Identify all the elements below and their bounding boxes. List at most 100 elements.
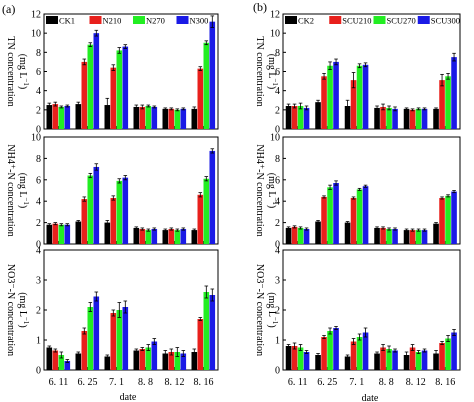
bar <box>64 224 71 244</box>
bar <box>392 350 398 370</box>
bar <box>433 108 439 129</box>
legend-swatch <box>373 16 386 24</box>
bar <box>87 307 94 370</box>
bar <box>151 229 158 244</box>
bar <box>93 166 100 244</box>
bar <box>116 310 123 370</box>
bar <box>297 227 304 244</box>
legend-swatch <box>417 16 430 24</box>
legend-swatch <box>285 16 297 24</box>
legend-swatch <box>46 16 58 24</box>
bar <box>197 68 204 129</box>
bar <box>285 106 292 129</box>
plot-frame <box>43 136 219 245</box>
bar <box>439 197 445 244</box>
subplot-a-NO3--N: 0 1 2 3 4 NO3⁻-N concentration (mg L−1) <box>5 246 219 377</box>
x-tick-label: 7. 1 <box>109 377 124 388</box>
bar <box>344 356 351 370</box>
legend-label: N210 <box>103 16 122 26</box>
bar <box>64 106 71 129</box>
bar <box>350 197 357 244</box>
bar <box>52 104 59 129</box>
y-tick-label: 10 <box>31 133 41 144</box>
bar <box>445 195 451 244</box>
y-tick-label: 0 <box>36 366 41 377</box>
legend-label: SCU270 <box>387 16 416 26</box>
bar <box>433 353 439 370</box>
bar <box>145 106 152 129</box>
bar <box>421 108 428 129</box>
bar <box>139 349 146 370</box>
bar <box>380 347 386 370</box>
bar <box>110 197 117 244</box>
legend-swatch <box>133 16 145 24</box>
y-axis-label: NH4⁺-N concentration <box>5 144 16 236</box>
bar <box>303 229 310 244</box>
bar <box>162 108 169 129</box>
bar <box>133 227 140 244</box>
y-tick-label: 2 <box>36 218 41 229</box>
x-tick-label: 6. 11 <box>288 377 308 388</box>
bar <box>297 106 304 129</box>
bar <box>356 189 363 244</box>
bar <box>46 105 53 129</box>
bar <box>46 347 53 370</box>
bar <box>116 50 123 129</box>
y-tick-label: 8 <box>36 48 41 59</box>
bar <box>122 177 129 244</box>
bar <box>327 187 333 244</box>
bar <box>191 108 198 129</box>
bar <box>122 307 129 370</box>
bar <box>110 313 117 370</box>
bar <box>168 352 175 370</box>
bar <box>315 221 321 244</box>
bar <box>145 347 152 370</box>
bar <box>191 230 198 244</box>
y-tick-label: 8 <box>36 154 41 165</box>
plot-frame <box>282 136 461 245</box>
bar <box>451 57 457 129</box>
bar <box>291 106 298 129</box>
bar <box>58 106 65 129</box>
y-tick-label: 1 <box>36 336 41 347</box>
subplot-b-TN: 0 2 4 6 8 10 12 TN concentration (mg L−1) CK2 SCU2… <box>254 10 461 136</box>
bar <box>58 355 65 370</box>
bar <box>350 80 357 129</box>
bar <box>197 194 204 244</box>
bar <box>333 328 339 370</box>
legend-label: SCU210 <box>342 16 371 26</box>
bar <box>415 352 422 370</box>
y-tick-label: 12 <box>31 10 41 21</box>
bar <box>403 230 410 244</box>
x-tick-label: 8. 16 <box>435 377 455 388</box>
legend-swatch <box>89 16 102 24</box>
y-tick-label: 3 <box>275 276 280 287</box>
y-tick-label: 6 <box>275 175 280 186</box>
y-axis-label: NO3⁻-N concentration <box>254 264 265 356</box>
x-tick-label: 8. 8 <box>379 377 394 388</box>
bar <box>421 230 428 244</box>
bar <box>350 341 357 370</box>
bar <box>168 108 175 129</box>
x-tick-label: 8. 16 <box>194 377 214 388</box>
x-axis-title-b: date <box>362 393 379 402</box>
bar <box>415 230 422 244</box>
bar <box>110 67 117 129</box>
y-axis-unit: (mg L−1) <box>17 54 30 90</box>
y-tick-label: 4 <box>275 86 280 97</box>
bar <box>180 229 187 244</box>
y-axis-unit: (mg L−1) <box>17 292 30 328</box>
y-axis-label: NH4⁺-N concentration <box>254 144 265 236</box>
bar <box>409 347 416 370</box>
y-tick-label: 10 <box>31 29 41 40</box>
bar <box>285 227 292 244</box>
y-tick-label: 4 <box>36 86 41 97</box>
bar <box>162 230 169 244</box>
bar <box>162 353 169 370</box>
bar <box>315 102 321 129</box>
bar <box>344 222 351 244</box>
bar <box>285 346 292 370</box>
bar <box>392 229 398 244</box>
y-tick-label: 1 <box>275 336 280 347</box>
bar <box>75 353 82 370</box>
